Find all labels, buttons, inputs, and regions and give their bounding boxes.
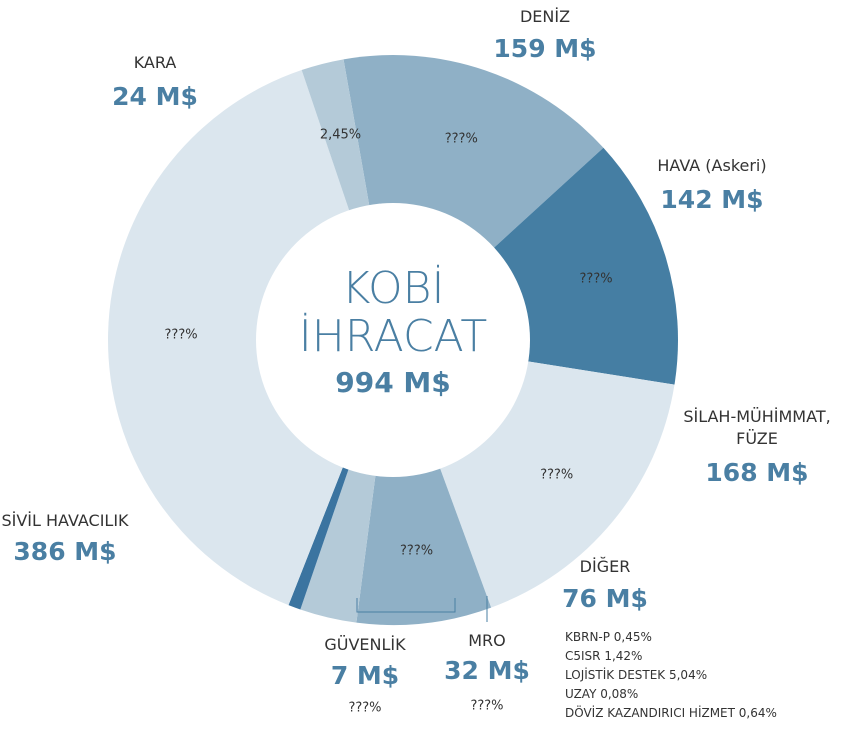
detail-line: LOJİSTİK DESTEK 5,04% — [565, 668, 708, 682]
category-label: SİVİL HAVACILIK — [1, 511, 129, 530]
category-label: KARA — [133, 53, 177, 72]
category-label: DİĞER — [579, 557, 631, 576]
category-label: DENİZ — [519, 7, 571, 26]
percent-label: ???% — [164, 327, 198, 343]
value-label: 386 M$ — [13, 537, 117, 566]
percent-label: ???% — [470, 698, 504, 714]
percent-label: ???% — [348, 700, 382, 716]
detail-line: UZAY 0,08% — [565, 687, 639, 701]
total-label: 994 M$ — [335, 366, 451, 399]
category-label: GÜVENLİK — [324, 635, 406, 654]
value-label: 32 M$ — [444, 656, 530, 685]
percent-label: ???% — [540, 467, 574, 483]
category-label: SİLAH-MÜHİMMAT, FÜZE — [683, 407, 831, 448]
slice — [107, 70, 394, 606]
detail-line: KBRN-P 0,45% — [565, 630, 652, 644]
percent-label: ???% — [579, 271, 613, 287]
percent-label: ???% — [400, 543, 434, 559]
value-label: 7 M$ — [330, 661, 400, 690]
leader-line — [356, 598, 456, 613]
category-label: HAVA (Askeri) — [657, 156, 767, 175]
value-label: 159 M$ — [493, 34, 597, 63]
percent-label: ???% — [444, 131, 478, 147]
value-label: 24 M$ — [112, 82, 198, 111]
detail-line: DÖVİZ KAZANDIRICI HİZMET 0,64% — [565, 706, 777, 720]
center-title: KOBİ İHRACAT — [298, 263, 488, 362]
category-label: MRO — [468, 631, 506, 650]
other-details: KBRN-P 0,45% C5ISR 1,42% LOJİSTİK DESTEK 5… — [565, 628, 777, 723]
value-label: 76 M$ — [562, 584, 648, 613]
donut-hole — [256, 203, 530, 477]
value-label: 142 M$ — [660, 185, 764, 214]
detail-line: C5ISR 1,42% — [565, 649, 643, 663]
percent-label: 2,45% — [319, 127, 362, 143]
value-label: 168 M$ — [705, 458, 809, 487]
